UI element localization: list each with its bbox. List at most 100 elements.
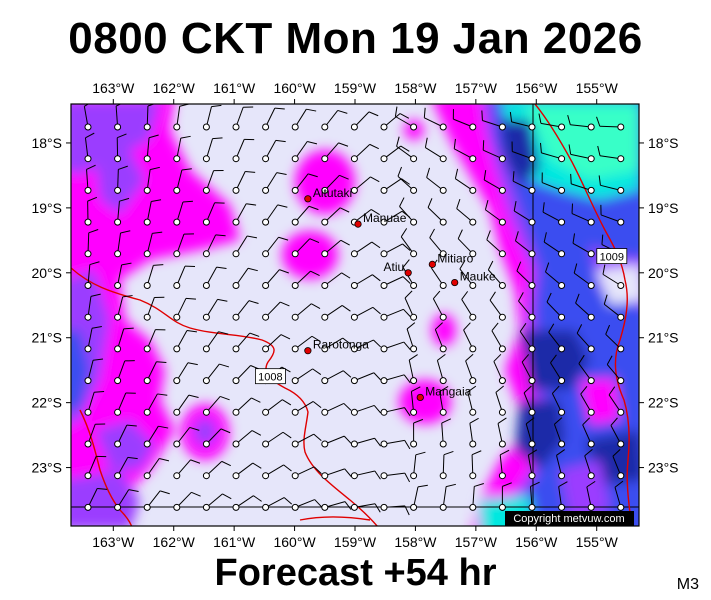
wind-barb [404, 290, 418, 321]
wind-barb [321, 337, 352, 353]
lon-label-top: 161°W [213, 80, 256, 96]
wind-barb [321, 435, 352, 448]
wind-barb [572, 233, 595, 258]
lon-label-top: 158°W [394, 80, 437, 96]
wind-barb [232, 300, 259, 321]
wind-barb [202, 395, 230, 416]
wind-barb [114, 360, 135, 385]
wind-barb [350, 274, 381, 289]
wind-barb [576, 324, 595, 353]
wind-barb [84, 326, 102, 353]
town-aitutaki: Aitutaki [304, 186, 352, 203]
wind-barb [291, 335, 321, 353]
wind-barb [380, 308, 411, 321]
wind-barb [410, 484, 428, 511]
wind-barb [394, 106, 418, 131]
wind-barb [291, 401, 322, 416]
lon-label-bottom: 162°W [153, 534, 196, 550]
lat-label-right: 22°S [648, 395, 679, 411]
lon-label-bottom: 159°W [334, 534, 377, 550]
wind-barb [173, 330, 197, 353]
wind-barb [321, 109, 348, 131]
wind-barb [459, 260, 477, 289]
wind-barb [461, 291, 477, 321]
wind-barb [380, 243, 411, 258]
wind-barb [350, 503, 381, 513]
wind-barb [202, 428, 231, 448]
deep-blue-ne [500, 120, 540, 185]
wind-barb [429, 228, 447, 258]
town-dot [416, 393, 424, 402]
wind-barb [512, 171, 536, 194]
town-name: Mangaia [425, 384, 471, 398]
wind-barb [262, 431, 292, 448]
model-code: M3 [676, 576, 699, 593]
lat-label-right: 19°S [648, 200, 679, 216]
copyright-background [505, 511, 634, 526]
violet-patch-west-4 [95, 420, 155, 470]
wind-barb [489, 291, 506, 321]
wind-barb [232, 138, 255, 163]
wind-barb [321, 370, 352, 385]
lon-label-top: 160°W [273, 80, 316, 96]
wind-barb [114, 392, 136, 416]
wind-barb [525, 417, 536, 448]
wind-barb [83, 104, 92, 131]
wind-barb [439, 450, 454, 480]
isobar-label: 1008 [255, 368, 286, 385]
wind-barb [114, 262, 132, 289]
wind-barb [406, 322, 418, 353]
wind-barb [498, 482, 512, 511]
wind-barb [481, 110, 506, 131]
wind-barb [551, 385, 566, 416]
wind-barb [497, 417, 507, 448]
wind-barb [550, 354, 566, 385]
wind-barb [321, 174, 349, 194]
map-title: 0800 CKT Mon 19 Jan 2026 [68, 14, 643, 63]
wind-barb [410, 386, 421, 416]
wind-barb [84, 488, 108, 511]
lon-label-bottom: 155°W [576, 534, 619, 550]
wind-barb [321, 207, 350, 226]
wind-barb [114, 104, 122, 131]
wind-barb [321, 501, 352, 511]
wind-barb [582, 417, 595, 448]
wind-barb [173, 362, 198, 385]
town-dot [451, 278, 459, 287]
town-manuae: Manuae [354, 211, 407, 228]
wind-barb [143, 231, 163, 258]
isobar-label: 1009 [596, 248, 628, 264]
wind-barb [262, 399, 292, 416]
wind-barb [262, 334, 291, 353]
wind-barb [173, 394, 199, 416]
isobar-line-south [299, 516, 371, 521]
violet-patch-west-1 [71, 104, 159, 175]
wind-barb [453, 138, 477, 163]
wind-barb [262, 236, 289, 258]
wind-barb [527, 449, 538, 480]
wind-barb [232, 495, 262, 511]
town-name: Mauke [460, 270, 496, 284]
wind-barb [350, 339, 382, 353]
latitude-axis-right: 18°S 19°S 20°S 21°S 22°S 23°S [639, 135, 679, 476]
wind-barb [432, 290, 447, 321]
wind-barb [173, 426, 200, 448]
wind-barb [291, 270, 320, 289]
deep-blue-east [520, 330, 590, 390]
town-mangaia: Mangaia [416, 384, 472, 402]
wind-barb [84, 164, 96, 194]
wind-barb [202, 137, 223, 163]
wind-barb [568, 144, 595, 163]
wind-barb [600, 204, 625, 226]
wind-barb [553, 417, 566, 448]
wind-barb [380, 374, 411, 385]
wind-barb [426, 167, 447, 194]
wind-barb [586, 480, 596, 511]
wind-barb [173, 265, 196, 289]
wind-barb [202, 363, 230, 385]
wind-barb [612, 449, 625, 480]
wind-barb [173, 491, 201, 511]
wind-barb [232, 332, 260, 353]
isobar-line-west-lower [79, 409, 133, 526]
wind-barb [350, 111, 379, 131]
